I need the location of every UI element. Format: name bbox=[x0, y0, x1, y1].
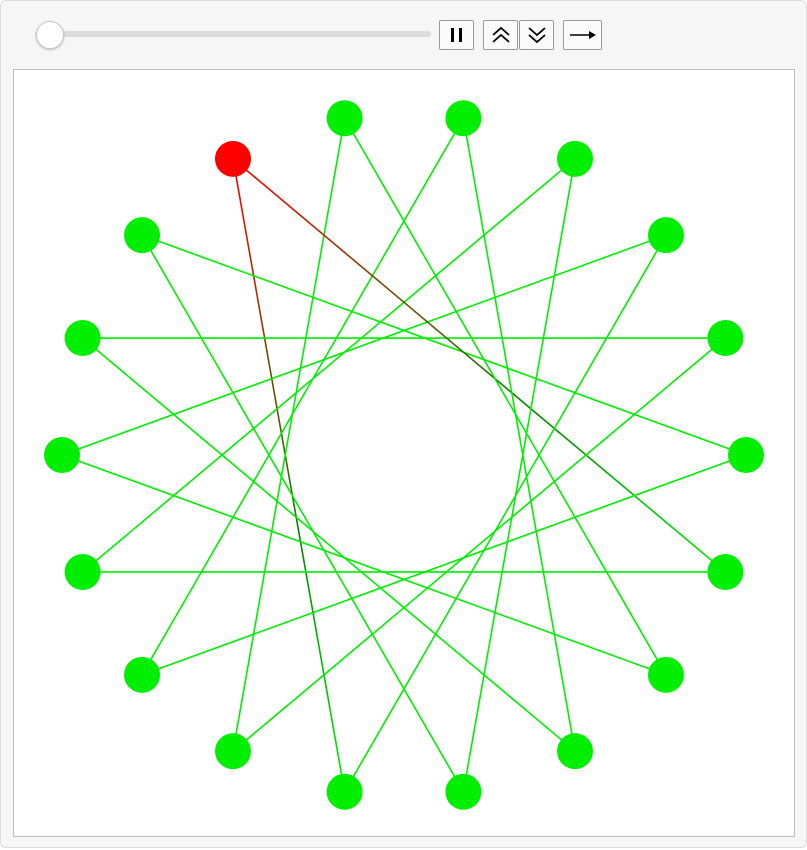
arrow-right-icon bbox=[569, 31, 596, 39]
star-point bbox=[64, 553, 101, 590]
double-chevron-up-icon bbox=[491, 26, 510, 43]
star-point bbox=[707, 553, 744, 590]
star-point bbox=[215, 733, 251, 770]
star-point bbox=[326, 773, 363, 810]
animation-slider-track[interactable] bbox=[35, 31, 431, 37]
star-point bbox=[445, 773, 482, 810]
star-line bbox=[232, 337, 726, 752]
animation-slider-thumb[interactable] bbox=[36, 21, 64, 49]
star-line bbox=[141, 234, 747, 456]
star-line bbox=[82, 158, 576, 573]
star-lines bbox=[61, 117, 747, 793]
direction-button[interactable] bbox=[563, 20, 602, 50]
toolbar bbox=[1, 1, 806, 67]
slower-button[interactable] bbox=[519, 20, 554, 50]
pause-icon bbox=[450, 28, 462, 42]
star-line bbox=[232, 118, 346, 752]
star-line bbox=[82, 337, 576, 752]
star-point bbox=[326, 100, 363, 137]
star-line bbox=[343, 234, 667, 793]
double-chevron-down-icon bbox=[527, 27, 546, 44]
star-point bbox=[557, 733, 593, 770]
star-point bbox=[647, 217, 684, 254]
star-line bbox=[343, 117, 667, 676]
star-line bbox=[141, 117, 465, 676]
star-points bbox=[44, 100, 764, 810]
active-point bbox=[215, 140, 251, 177]
graphics-canvas bbox=[13, 69, 795, 837]
star-point bbox=[44, 437, 80, 473]
star-line bbox=[462, 118, 576, 752]
pause-button[interactable] bbox=[439, 20, 474, 50]
star-polygon-graphic bbox=[44, 100, 764, 810]
faster-button[interactable] bbox=[483, 20, 518, 50]
star-point bbox=[124, 656, 161, 693]
star-point bbox=[64, 320, 101, 357]
star-line bbox=[61, 234, 667, 456]
star-point bbox=[728, 437, 764, 473]
star-line bbox=[141, 454, 747, 676]
star-point bbox=[707, 320, 744, 357]
star-point bbox=[647, 656, 684, 693]
star-line bbox=[141, 234, 465, 793]
star-point bbox=[445, 100, 482, 137]
star-point bbox=[124, 217, 161, 254]
star-point bbox=[557, 140, 593, 177]
active-star-line bbox=[232, 158, 726, 573]
star-line bbox=[61, 454, 667, 676]
star-line bbox=[462, 158, 576, 792]
active-star-line bbox=[232, 158, 346, 792]
